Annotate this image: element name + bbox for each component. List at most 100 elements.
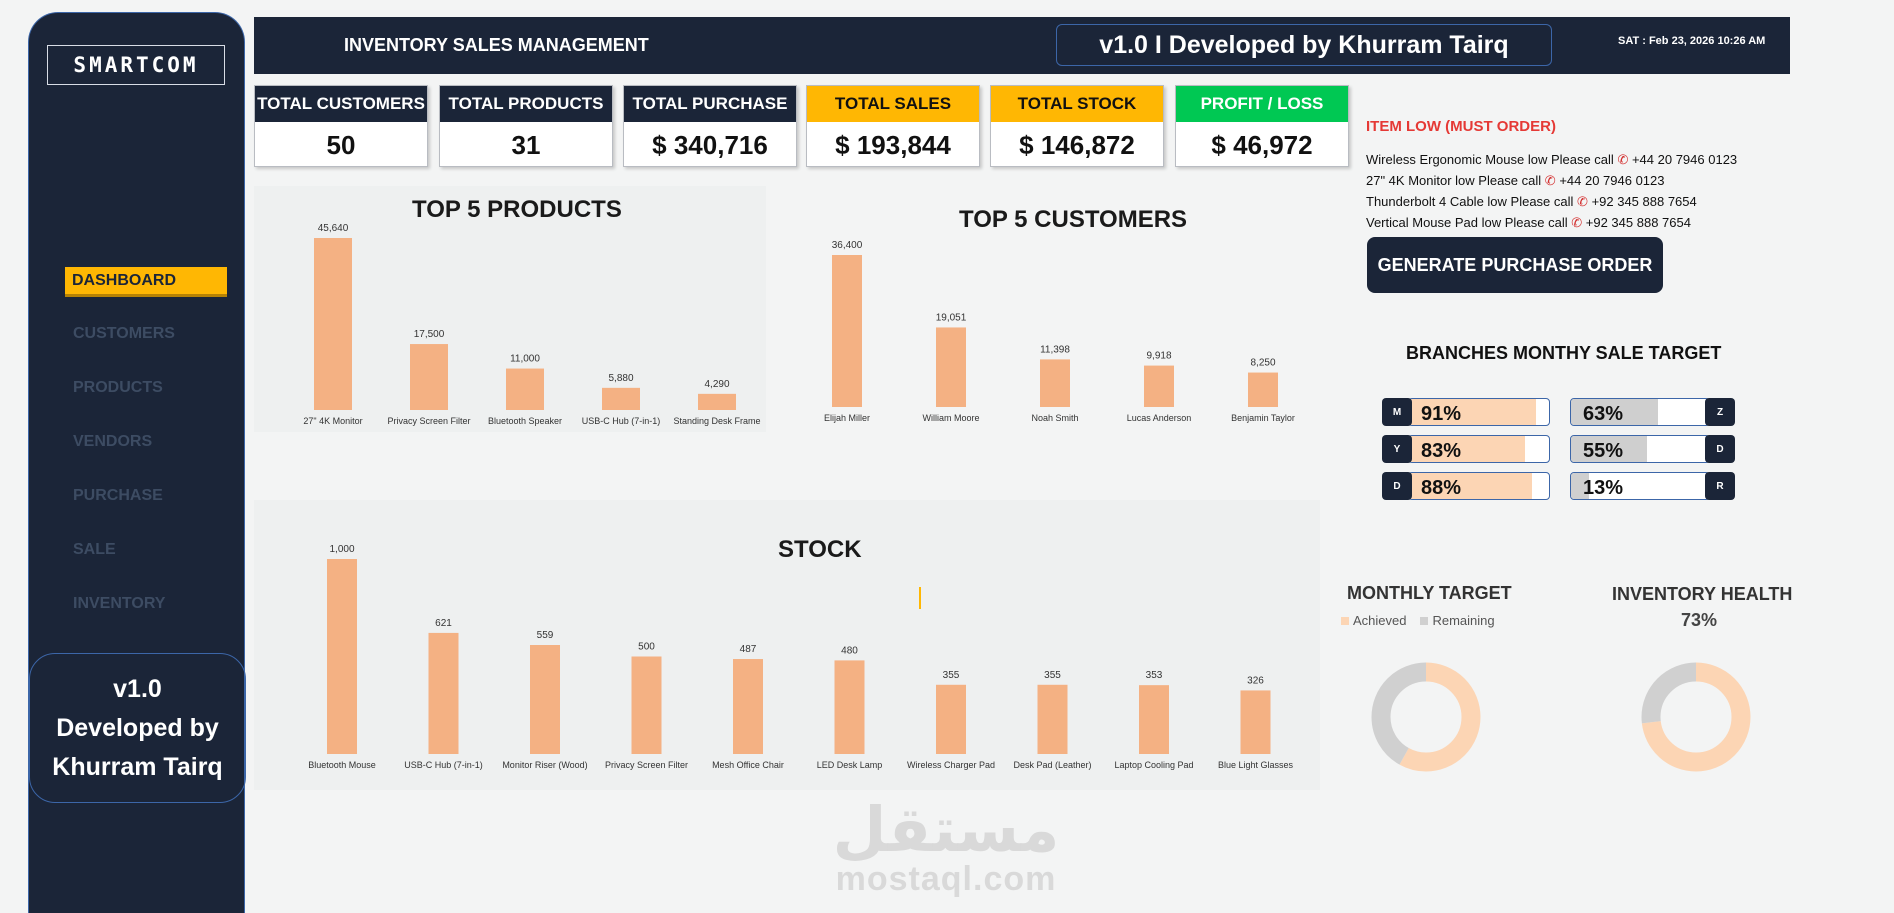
nav-item-dashboard[interactable]: DASHBOARD <box>65 253 255 307</box>
nav-item-vendors[interactable]: VENDORS <box>73 433 153 450</box>
branch-letter: Z <box>1705 398 1735 426</box>
bar <box>1139 685 1169 754</box>
developer-line: Developed by <box>56 713 219 742</box>
low-stock-item: Vertical Mouse Pad low Please call ✆ +92… <box>1366 212 1737 233</box>
data-label: 36,400 <box>832 240 863 251</box>
inventory-health-donut <box>1641 662 1751 772</box>
branch-progress-fill <box>1409 473 1533 499</box>
branch-letter: D <box>1705 435 1735 463</box>
nav-item-products[interactable]: PRODUCTS <box>73 379 163 396</box>
low-stock-item: 27" 4K Monitor low Please call ✆ +44 20 … <box>1366 170 1737 191</box>
legend-label: Achieved <box>1353 613 1407 628</box>
branch-percent: 83% <box>1421 440 1462 462</box>
nav-item-inventory[interactable]: INVENTORY <box>73 595 166 612</box>
bar <box>327 559 357 754</box>
low-stock-item: Thunderbolt 4 Cable low Please call ✆ +9… <box>1366 191 1737 212</box>
branch-progress-track: 88% <box>1408 472 1550 500</box>
category-label: USB-C Hub (7-in-1) <box>404 760 483 770</box>
low-stock-list: Wireless Ergonomic Mouse low Please call… <box>1366 149 1737 233</box>
category-label: Privacy Screen Filter <box>605 760 688 770</box>
kpi-value: $ 146,872 <box>1019 129 1135 160</box>
developer-name: Khurram Tairq <box>52 752 223 781</box>
bar <box>1040 359 1070 407</box>
data-label: 559 <box>537 630 554 641</box>
text-cursor <box>919 587 921 609</box>
low-stock-text: Thunderbolt 4 Cable low Please call <box>1366 194 1574 209</box>
low-stock-text: Vertical Mouse Pad low Please call <box>1366 215 1568 230</box>
donut-slice <box>1371 662 1481 772</box>
app-logo: SMARTCOM <box>47 45 225 85</box>
kpi-value: $ 193,844 <box>835 129 951 160</box>
nav-item-purchase[interactable]: PURCHASE <box>73 487 163 504</box>
datetime-display: SAT : Feb 23, 2026 10:26 AM <box>1618 35 1766 47</box>
top-products-chart: 45,640 27" 4K Monitor 17,500 Privacy Screen… <box>303 223 760 426</box>
bar <box>1240 690 1271 754</box>
low-stock-text: Wireless Ergonomic Mouse low Please call <box>1366 152 1614 167</box>
bar <box>530 644 560 754</box>
branch-progress-track: 91% <box>1408 398 1550 426</box>
kpi-profit-loss: PROFIT / LOSS $ 46,972 <box>1175 85 1349 167</box>
branch-letter: Y <box>1382 435 1412 463</box>
watermark-latin: mostaql.com <box>835 860 1057 898</box>
low-stock-phone: +44 20 7946 0123 <box>1559 173 1665 188</box>
kpi-total-products: TOTAL PRODUCTS 31 <box>439 85 613 167</box>
bar <box>698 393 736 410</box>
data-label: 4,290 <box>704 379 729 390</box>
sidebar-nav: DASHBOARD CUSTOMERS PRODUCTS VENDORS PUR… <box>65 253 255 631</box>
bar <box>314 238 352 410</box>
branch-progress-track: 55% <box>1570 435 1710 463</box>
phone-icon: ✆ <box>1617 152 1629 167</box>
branch-letter: M <box>1382 398 1412 426</box>
top-customers-title: TOP 5 CUSTOMERS <box>959 206 1188 233</box>
stock-chart: 1,000 Bluetooth Mouse 621 USB-C Hub (7-in-1… <box>308 544 1294 770</box>
bar <box>1144 365 1174 407</box>
data-label: 1,000 <box>329 544 354 555</box>
data-label: 9,918 <box>1146 351 1171 362</box>
category-label: Desk Pad (Leather) <box>1013 760 1091 770</box>
version-line: v1.0 <box>113 674 162 703</box>
category-label: Bluetooth Mouse <box>308 760 376 770</box>
monthly-target-title: MONTHLY TARGET <box>1347 583 1512 603</box>
branch-target-r: 13% R <box>1570 471 1740 501</box>
data-label: 621 <box>435 618 452 629</box>
data-label: 487 <box>740 644 757 655</box>
kpi-value: $ 46,972 <box>1211 129 1313 160</box>
bar <box>832 255 862 407</box>
kpi-total-sales: TOTAL SALES $ 193,844 <box>806 85 980 167</box>
watermark: مستقل mostaql.com <box>830 800 1062 898</box>
branch-target-d: 88% D <box>1382 471 1550 501</box>
branch-progress-track: 13% <box>1570 472 1710 500</box>
legend-swatch <box>1341 617 1349 625</box>
monthly-target-legend: Achieved Remaining <box>1341 613 1495 628</box>
top-customers-panel: TOP 5 CUSTOMERS 36,400 Elijah Miller 19,05… <box>780 186 1320 432</box>
data-label: 8,250 <box>1250 358 1275 369</box>
data-label: 19,051 <box>936 312 967 323</box>
category-label: Bluetooth Speaker <box>488 416 562 426</box>
kpi-total-customers: TOTAL CUSTOMERS 50 <box>254 85 428 167</box>
top-products-panel: TOP 5 PRODUCTS 45,640 27" 4K Monitor 17,50… <box>254 186 766 432</box>
nav-item-sale[interactable]: SALE <box>73 541 116 558</box>
data-label: 500 <box>638 642 655 653</box>
inventory-health-title: INVENTORY HEALTH <box>1612 584 1793 604</box>
nav-item-customers[interactable]: CUSTOMERS <box>73 325 175 342</box>
bar <box>936 684 966 754</box>
category-label: Lucas Anderson <box>1127 413 1192 423</box>
category-label: Benjamin Taylor <box>1231 413 1295 423</box>
bar <box>936 327 966 407</box>
branches-title: BRANCHES MONTHY SALE TARGET <box>1406 343 1722 363</box>
category-label: Blue Light Glasses <box>1218 760 1294 770</box>
branch-target-z: 63% Z <box>1570 397 1740 427</box>
branch-progress-fill <box>1571 473 1589 499</box>
page-title: INVENTORY SALES MANAGEMENT <box>344 35 649 55</box>
bar <box>428 632 459 754</box>
data-label: 5,880 <box>608 373 633 384</box>
category-label: 27" 4K Monitor <box>303 416 362 426</box>
bar <box>1037 684 1068 754</box>
data-label: 355 <box>943 670 960 681</box>
branch-progress-fill <box>1571 399 1658 425</box>
branch-letter: D <box>1382 472 1412 500</box>
stock-title: STOCK <box>778 536 862 563</box>
branch-letter: R <box>1705 472 1735 500</box>
category-label: Elijah Miller <box>824 413 870 423</box>
generate-purchase-order-button[interactable]: GENERATE PURCHASE ORDER <box>1367 237 1663 293</box>
